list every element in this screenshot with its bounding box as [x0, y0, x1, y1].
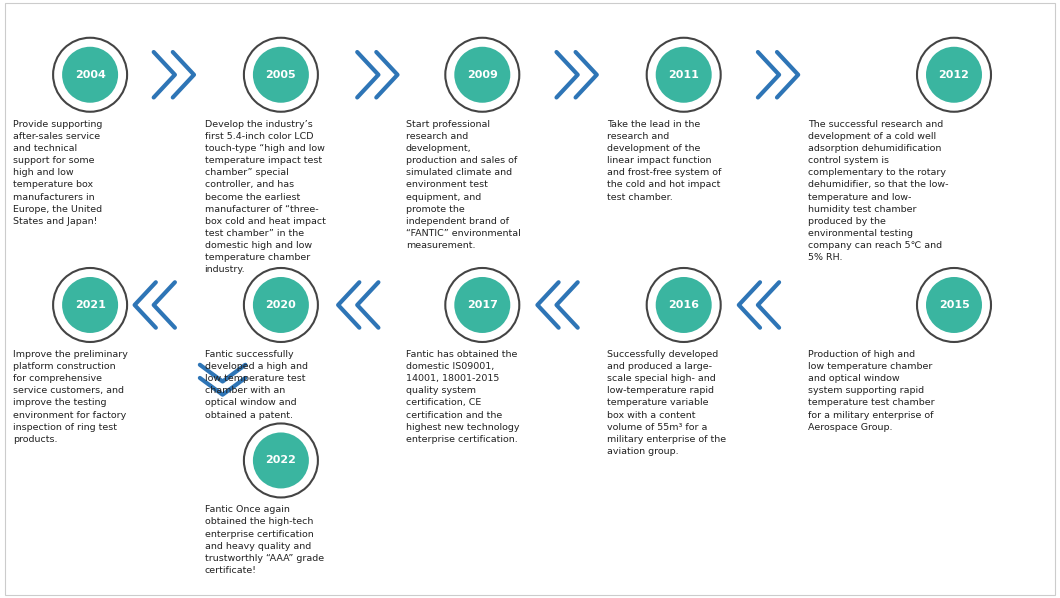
- Ellipse shape: [455, 47, 510, 103]
- Text: Develop the industry’s
first 5.4-inch color LCD
touch-type “high and low
tempera: Develop the industry’s first 5.4-inch co…: [205, 120, 325, 274]
- Text: 2004: 2004: [74, 70, 106, 80]
- Text: 2021: 2021: [74, 300, 106, 310]
- Text: Fantic Once again
obtained the high-tech
enterprise certification
and heavy qual: Fantic Once again obtained the high-tech…: [205, 505, 323, 575]
- Text: 2005: 2005: [266, 70, 296, 80]
- Text: 2015: 2015: [938, 300, 970, 310]
- Ellipse shape: [926, 277, 982, 333]
- Ellipse shape: [455, 277, 510, 333]
- Ellipse shape: [253, 432, 308, 489]
- Text: Provide supporting
after-sales service
and technical
support for some
high and l: Provide supporting after-sales service a…: [13, 120, 102, 226]
- Ellipse shape: [253, 47, 308, 103]
- Text: 2016: 2016: [668, 300, 700, 310]
- Text: 2009: 2009: [466, 70, 498, 80]
- Text: 2011: 2011: [668, 70, 700, 80]
- Ellipse shape: [63, 277, 118, 333]
- Text: Take the lead in the
research and
development of the
linear impact function
and : Take the lead in the research and develo…: [607, 120, 722, 202]
- Text: Fantic successfully
developed a high and
low temperature test
chamber with an
op: Fantic successfully developed a high and…: [205, 350, 307, 420]
- Ellipse shape: [63, 47, 118, 103]
- Text: Successfully developed
and produced a large-
scale special high- and
low-tempera: Successfully developed and produced a la…: [607, 350, 726, 456]
- Text: Production of high and
low temperature chamber
and optical window
system support: Production of high and low temperature c…: [808, 350, 934, 432]
- Text: Fantic has obtained the
domestic IS09001,
14001, 18001-2015
quality system
certi: Fantic has obtained the domestic IS09001…: [406, 350, 519, 444]
- Ellipse shape: [656, 277, 711, 333]
- Text: The successful research and
development of a cold well
adsorption dehumidificati: The successful research and development …: [808, 120, 949, 263]
- Text: 2017: 2017: [466, 300, 498, 310]
- Ellipse shape: [656, 47, 711, 103]
- Text: Improve the preliminary
platform construction
for comprehensive
service customer: Improve the preliminary platform constru…: [13, 350, 127, 444]
- Ellipse shape: [253, 277, 308, 333]
- Text: 2020: 2020: [265, 300, 297, 310]
- Text: Start professional
research and
development,
production and sales of
simulated c: Start professional research and developm…: [406, 120, 520, 250]
- Ellipse shape: [926, 47, 982, 103]
- Text: 2012: 2012: [938, 70, 970, 80]
- Text: 2022: 2022: [265, 456, 297, 465]
